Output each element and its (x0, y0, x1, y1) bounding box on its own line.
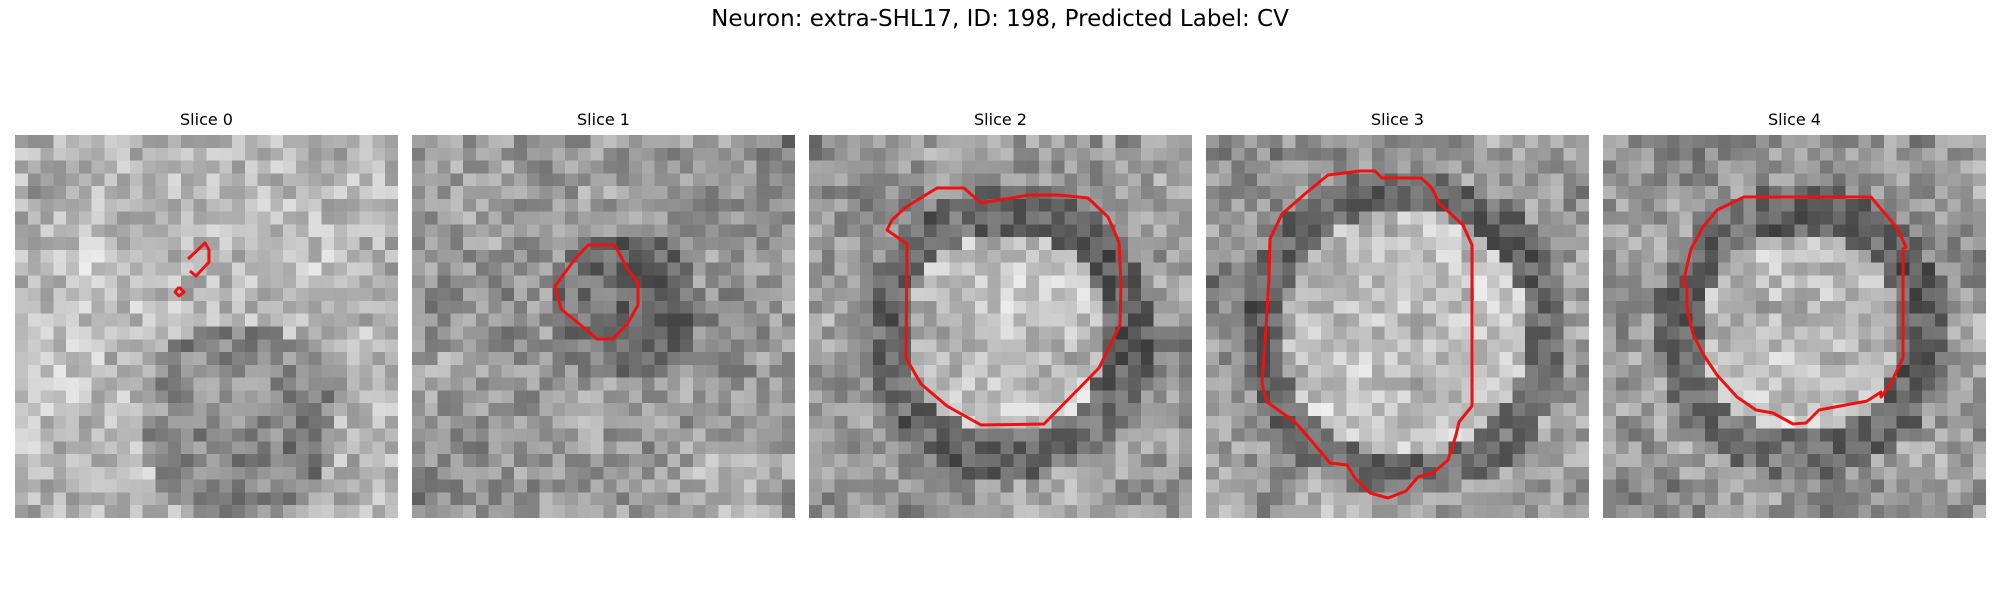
grayscale-patch (15, 135, 398, 518)
segmentation-contour (173, 285, 186, 298)
slice-title: Slice 1 (577, 110, 630, 129)
contour-overlay (173, 241, 211, 298)
segmentation-contour (186, 241, 211, 278)
contour-overlay (1260, 169, 1474, 500)
slice-image (412, 135, 795, 518)
segmentation-contour (1681, 195, 1908, 426)
segmentation-contour (1260, 169, 1474, 500)
slice-image (1206, 135, 1589, 518)
slice-title: Slice 3 (1371, 110, 1424, 129)
segmentation-contour (553, 243, 640, 341)
slice-image (809, 135, 1192, 518)
contour-overlay (553, 243, 640, 341)
slice-title: Slice 0 (180, 110, 233, 129)
slice-image (1603, 135, 1986, 518)
slice-image (15, 135, 398, 518)
slice-title: Slice 2 (974, 110, 1027, 129)
grayscale-patch (1603, 135, 1986, 518)
grayscale-patch (1206, 135, 1589, 518)
contour-overlay (1681, 195, 1908, 426)
contour-overlay (885, 186, 1123, 427)
slice-panel-0: Slice 0 (15, 108, 398, 518)
slice-panel-2: Slice 2 (809, 108, 1192, 518)
figure-title: Neuron: extra-SHL17, ID: 198, Predicted … (711, 6, 1289, 32)
slice-panel-3: Slice 3 (1206, 108, 1589, 518)
grayscale-patch (412, 135, 795, 518)
slice-title: Slice 4 (1768, 110, 1821, 129)
slice-panel-4: Slice 4 (1603, 108, 1986, 518)
segmentation-contour (885, 186, 1123, 427)
slice-panel-1: Slice 1 (412, 108, 795, 518)
